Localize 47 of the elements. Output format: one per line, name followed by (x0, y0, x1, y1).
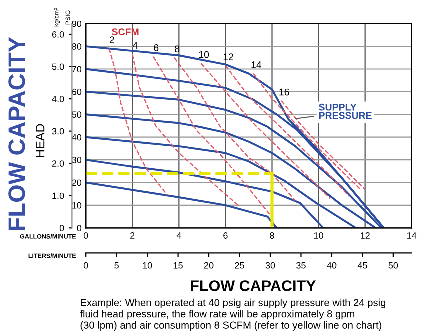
x2-tick-label: 30 (266, 262, 276, 269)
x2-tick-label: 5 (114, 262, 119, 269)
y2-tick-label: 0 (60, 225, 64, 232)
x2-tick-label: 50 (388, 262, 398, 269)
y2-tick-label: 4.0 (52, 96, 64, 102)
y2-tick-label: 1.0 (52, 192, 64, 200)
x-tick-label: 0 (84, 232, 88, 239)
x-tick-label: 14 (408, 232, 417, 239)
x2-tick-label: 20 (204, 262, 214, 269)
y-tick-label: 60 (72, 88, 82, 96)
x-tick-label: 8 (270, 232, 274, 239)
y-tick-label: 80 (72, 44, 82, 50)
series-label: 2 (110, 36, 114, 44)
y-tick-label: 0 (77, 225, 82, 232)
text: FLOW CAPACITY (8, 37, 26, 230)
series-label: 14 (252, 62, 262, 68)
series-label: 6 (154, 44, 159, 52)
y-tick-label: 40 (72, 134, 82, 141)
y2-tick-label: 3.0 (52, 128, 64, 135)
y-tick-label: 30 (72, 157, 82, 164)
x-tick-label: 2 (130, 232, 135, 239)
y2-tick-label: 6.0 (52, 31, 64, 38)
x-tick-label: 4 (176, 232, 182, 239)
y-tick-label: 70 (72, 66, 82, 73)
y2-tick-label: 2.0 (52, 160, 64, 167)
annotation: SUPPLY PRESSURE (319, 104, 372, 120)
x-tick-label: 10 (314, 232, 324, 239)
y-tick-label: 50 (72, 112, 82, 118)
x2-tick-label: 10 (143, 262, 152, 269)
series-label: 4 (132, 42, 138, 50)
x-tick-label: 12 (361, 232, 370, 239)
x2-tick-label: 45 (358, 262, 368, 269)
x2-tick-label: 25 (235, 262, 244, 269)
x2-tick-label: 35 (296, 262, 306, 269)
series-label: 16 (280, 88, 290, 96)
x2-tick-label: 0 (84, 262, 88, 269)
text: HEAD (36, 124, 45, 158)
x-tick-label: 6 (224, 232, 228, 239)
text: Example: When operated at 40 psig air supply pressure with 24 psig fluid head pressure, the flow rate will be approximately 8 gpm (30 lpm) and air consumption 8 SCFM (refer to yellow line on chart) (80, 298, 386, 331)
y2-tick-label: 5.0 (52, 64, 64, 70)
y-tick-label: 20 (72, 180, 82, 186)
text: FLOW CAPACITY (191, 280, 316, 292)
series-label: 10 (199, 51, 210, 58)
x2-tick-label: 15 (174, 262, 183, 269)
y-tick-label: 90 (72, 20, 82, 28)
x2-tick-label: 40 (327, 262, 337, 269)
y-tick-label: 10 (72, 202, 82, 209)
